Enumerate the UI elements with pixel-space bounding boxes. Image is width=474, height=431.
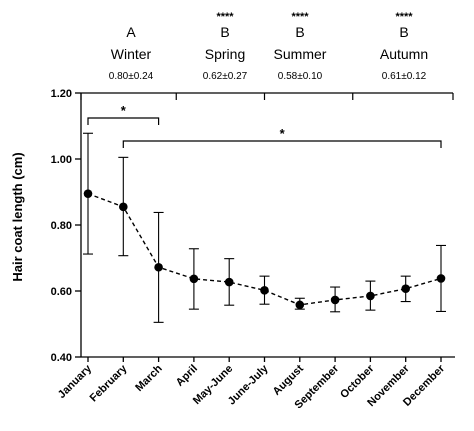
y-tick-label: 0.60	[51, 286, 72, 298]
data-point	[189, 274, 199, 284]
significance-bracket	[87, 117, 160, 125]
data-point	[436, 274, 446, 283]
data-point	[224, 277, 234, 287]
season-stat: 0.58±0.10	[278, 71, 323, 82]
significance-bracket	[122, 140, 442, 148]
y-tick-label: 0.40	[51, 352, 72, 364]
x-tick-label: August	[271, 362, 307, 398]
series-line	[87, 192, 442, 306]
data-point	[295, 300, 305, 310]
significance-brackets: **	[87, 103, 442, 148]
data-point	[119, 202, 128, 212]
season-headers: AWinter0.80±0.24****BSpring0.62±0.27****…	[109, 11, 428, 82]
y-tick-label: 0.80	[51, 220, 72, 232]
data-point	[330, 295, 340, 305]
data-point	[401, 284, 411, 293]
season-stat: 0.62±0.27	[203, 71, 248, 82]
data-point	[260, 286, 269, 295]
season-group-letter: B	[295, 24, 304, 40]
season-group-letter: A	[126, 24, 136, 40]
season-significance-stars: ****	[216, 11, 234, 23]
season-group-letter: B	[399, 24, 408, 40]
season-group-letter: B	[220, 24, 229, 40]
season-stat: 0.80±0.24	[109, 71, 154, 82]
data-point	[154, 262, 163, 272]
y-tick-label: 1.20	[51, 88, 72, 100]
significance-star: *	[280, 126, 286, 141]
season-bracket	[80, 92, 454, 100]
season-stat: 0.61±0.12	[382, 71, 427, 82]
x-tick-label: March	[133, 362, 165, 394]
significance-star: *	[121, 103, 127, 118]
data-point	[366, 291, 375, 301]
season-name: Autumn	[380, 46, 428, 62]
data-point	[83, 189, 93, 198]
season-significance-stars: ****	[291, 11, 309, 23]
y-axis-title: Hair coat length (cm)	[10, 152, 25, 281]
x-tick-label: February	[88, 362, 130, 404]
season-name: Winter	[111, 46, 152, 62]
season-name: Spring	[205, 46, 245, 62]
season-significance-stars: ****	[395, 11, 413, 23]
x-tick-label: April	[174, 363, 200, 389]
season-name: Summer	[274, 46, 327, 62]
y-tick-label: 1.00	[51, 154, 72, 166]
series	[83, 132, 446, 323]
